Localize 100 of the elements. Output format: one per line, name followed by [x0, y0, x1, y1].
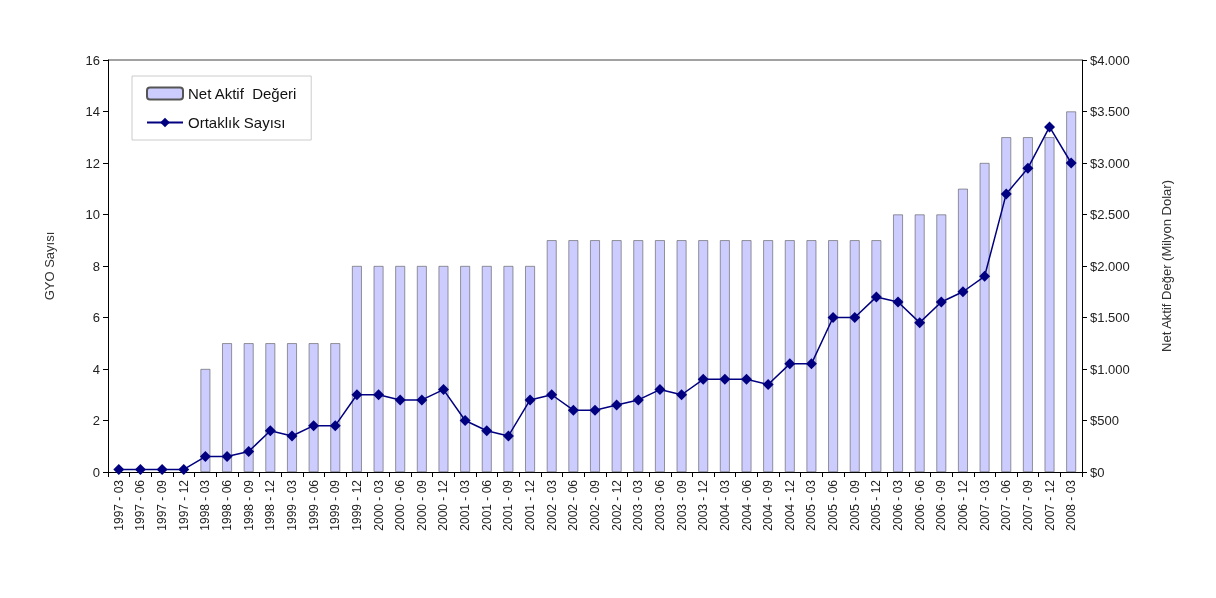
- bar: [849, 240, 860, 472]
- bar: [1044, 137, 1055, 472]
- x-tick-label: 2004 - 12: [782, 479, 797, 531]
- y2-tick-label: $3.500: [1090, 104, 1130, 119]
- point: [957, 286, 969, 298]
- y2-tick-label: $1.000: [1090, 361, 1130, 377]
- point: [459, 415, 471, 426]
- point: [719, 373, 731, 385]
- bar: [330, 343, 341, 472]
- point: [546, 389, 558, 401]
- x-tick-label: 2004 - 06: [739, 479, 754, 531]
- bar: [590, 240, 600, 472]
- y2-tick-label: $3.000: [1090, 155, 1130, 171]
- x-tick-label: 2007 - 12: [1042, 479, 1057, 531]
- x-tick-label: 2005 - 06: [826, 479, 841, 531]
- y2-tick-label: $2.500: [1090, 207, 1130, 222]
- bar: [1066, 111, 1077, 472]
- x-tick-label: 2004 - 03: [717, 479, 732, 531]
- point: [632, 394, 644, 406]
- bar: [936, 214, 947, 472]
- x-tick-label: 1999 - 09: [328, 479, 343, 531]
- bar: [546, 240, 557, 472]
- point: [243, 445, 255, 457]
- x-tick-label: 2003 - 12: [696, 479, 711, 531]
- x-tick-label: 2006 - 06: [912, 479, 927, 531]
- point: [286, 430, 298, 442]
- point: [416, 394, 428, 406]
- point: [567, 404, 579, 416]
- x-tick-label: 2003 - 06: [652, 479, 667, 531]
- point: [741, 373, 753, 385]
- bar: [633, 240, 644, 472]
- point: [308, 420, 320, 432]
- point: [892, 296, 904, 308]
- x-tick-label: 2008 - 03: [1064, 479, 1079, 531]
- bar: [1001, 137, 1012, 472]
- point: [589, 404, 601, 416]
- point: [849, 312, 861, 323]
- bar: [806, 240, 817, 472]
- point: [437, 384, 449, 396]
- point: [654, 384, 666, 396]
- point: [524, 394, 536, 406]
- x-tick-label: 2002 - 03: [544, 479, 559, 531]
- x-tick-label: 2004 - 09: [761, 479, 776, 531]
- y-tick-label: 6: [92, 310, 100, 325]
- point: [156, 463, 168, 475]
- x-tick-label: 1999 - 03: [284, 479, 299, 531]
- bar: [222, 343, 232, 472]
- bar: [568, 240, 579, 472]
- x-tick-label: 2000 - 06: [393, 479, 408, 531]
- bar: [481, 266, 492, 472]
- bar: [655, 240, 665, 472]
- x-tick-label: 1998 - 06: [220, 479, 235, 531]
- point: [329, 420, 341, 432]
- point: [178, 463, 190, 475]
- x-tick-label: 2005 - 09: [847, 479, 862, 531]
- x-tick-label: 2007 - 09: [1020, 479, 1035, 531]
- point: [481, 425, 493, 437]
- point: [1065, 157, 1077, 169]
- x-tick-label: 2002 - 09: [588, 479, 602, 531]
- y2-tick-label: $1.500: [1090, 310, 1130, 325]
- x-tick-label: 1997 - 09: [155, 479, 170, 531]
- bar: [893, 214, 903, 472]
- x-tick-label: 2005 - 03: [804, 479, 819, 531]
- bar: [265, 343, 276, 472]
- point: [351, 389, 363, 401]
- point: [784, 358, 796, 370]
- point: [914, 317, 926, 329]
- bar: [416, 266, 427, 472]
- bar: [979, 163, 990, 472]
- x-tick-label: 1998 - 09: [241, 479, 256, 531]
- y2-axis-title: Net Aktif Değer (Milyon Dolar): [1159, 180, 1174, 352]
- point: [827, 312, 839, 323]
- bar: [525, 266, 535, 472]
- point: [676, 389, 688, 401]
- bar: [828, 240, 838, 472]
- point: [264, 425, 276, 437]
- x-tick-label: 1999 - 12: [349, 479, 364, 531]
- y-tick-label: 12: [85, 155, 100, 171]
- y-tick-label: 4: [92, 361, 100, 377]
- y-tick-label: 14: [85, 104, 100, 119]
- x-tick-label: 2005 - 12: [869, 479, 884, 531]
- x-tick-label: 2000 - 03: [371, 479, 386, 531]
- bar: [438, 266, 449, 472]
- bar: [352, 266, 362, 472]
- point: [611, 399, 623, 411]
- x-tick-label: 1999 - 06: [306, 479, 321, 531]
- bar: [914, 214, 925, 472]
- x-tick-label: 1997 - 03: [111, 479, 126, 531]
- point: [113, 463, 125, 475]
- point: [134, 463, 146, 475]
- x-tick-label: 2002 - 12: [609, 479, 624, 531]
- point: [762, 378, 774, 390]
- x-tick-label: 2007 - 06: [999, 479, 1014, 531]
- bar: [676, 240, 687, 472]
- bar: [784, 240, 795, 472]
- x-tick-label: 2006 - 09: [934, 479, 949, 531]
- point: [697, 373, 709, 385]
- x-tick-label: 2007 - 03: [977, 479, 992, 531]
- point: [1000, 188, 1012, 200]
- y2-tick-label: $0: [1090, 464, 1105, 480]
